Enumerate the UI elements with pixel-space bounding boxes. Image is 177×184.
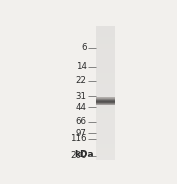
Bar: [96, 115, 115, 117]
Bar: [96, 104, 115, 105]
Bar: [96, 132, 115, 135]
Bar: [96, 117, 115, 120]
Bar: [96, 152, 115, 155]
Bar: [96, 101, 115, 104]
Bar: [96, 100, 115, 101]
Text: 22: 22: [76, 76, 87, 85]
Bar: [96, 48, 115, 51]
Bar: [96, 108, 115, 111]
Bar: [96, 103, 115, 104]
Bar: [96, 33, 115, 35]
Bar: [96, 135, 115, 137]
Bar: [96, 37, 115, 40]
Bar: [96, 88, 115, 91]
Bar: [96, 28, 115, 31]
Bar: [96, 112, 115, 115]
Bar: [96, 44, 115, 46]
Bar: [96, 79, 115, 82]
Bar: [96, 90, 115, 93]
Bar: [96, 75, 115, 77]
Bar: [96, 93, 115, 95]
Bar: [96, 137, 115, 139]
Bar: [96, 128, 115, 131]
Bar: [96, 41, 115, 44]
Bar: [96, 110, 115, 113]
Bar: [96, 101, 115, 102]
Bar: [96, 121, 115, 124]
Bar: [96, 64, 115, 66]
Bar: [96, 97, 115, 100]
Bar: [96, 39, 115, 42]
Text: 116: 116: [70, 135, 87, 144]
Bar: [96, 119, 115, 122]
Bar: [96, 157, 115, 160]
Bar: [96, 72, 115, 75]
Bar: [96, 99, 115, 100]
Bar: [96, 35, 115, 37]
Bar: [96, 55, 115, 57]
Bar: [96, 124, 115, 126]
Bar: [96, 84, 115, 86]
Bar: [96, 130, 115, 133]
Bar: [96, 30, 115, 33]
Bar: [96, 70, 115, 73]
Bar: [96, 106, 115, 108]
Bar: [96, 61, 115, 64]
Text: 97: 97: [76, 129, 87, 138]
Text: 14: 14: [76, 62, 87, 71]
Bar: [96, 68, 115, 71]
Text: 200: 200: [70, 151, 87, 160]
Text: 66: 66: [76, 117, 87, 126]
Bar: [96, 139, 115, 142]
Bar: [96, 81, 115, 84]
Bar: [96, 46, 115, 49]
Bar: [96, 98, 115, 99]
Bar: [96, 50, 115, 53]
Bar: [96, 146, 115, 148]
Bar: [96, 150, 115, 153]
Bar: [96, 77, 115, 80]
Bar: [96, 53, 115, 55]
Bar: [96, 99, 115, 100]
Text: 44: 44: [76, 103, 87, 112]
Bar: [96, 148, 115, 151]
Bar: [96, 86, 115, 89]
Bar: [96, 57, 115, 60]
Bar: [96, 141, 115, 144]
Text: 6: 6: [81, 43, 87, 52]
Bar: [96, 99, 115, 102]
Bar: [96, 155, 115, 157]
Bar: [96, 66, 115, 68]
Bar: [96, 59, 115, 62]
Bar: [96, 26, 115, 29]
Text: kDa: kDa: [74, 150, 94, 159]
Bar: [96, 144, 115, 146]
Bar: [96, 104, 115, 106]
Bar: [96, 126, 115, 128]
Bar: [96, 104, 115, 105]
Bar: [96, 98, 115, 99]
Bar: [96, 102, 115, 103]
Text: 31: 31: [76, 92, 87, 101]
Bar: [96, 95, 115, 97]
Bar: [96, 101, 115, 102]
